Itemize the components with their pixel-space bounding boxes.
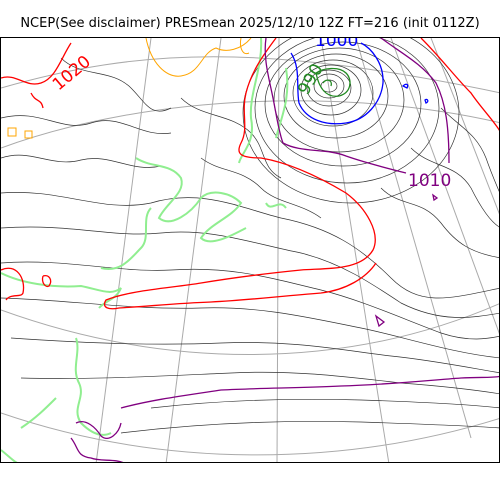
isobar-990 xyxy=(315,67,351,97)
label-1020: 1020 xyxy=(49,52,95,95)
isobar-1010 xyxy=(70,38,499,462)
low-pressure-center xyxy=(242,38,460,204)
coastline xyxy=(1,38,289,462)
label-1000: 1000 xyxy=(315,38,358,51)
pressure-map: 1020 1000 990 1010 xyxy=(0,37,500,463)
isobar-1020 xyxy=(1,38,499,310)
isobar-1000 xyxy=(290,42,429,125)
label-1010: 1010 xyxy=(408,171,451,191)
isobars xyxy=(1,57,499,434)
map-title: NCEP(See disclaimer) PRESmean 2025/12/10… xyxy=(20,16,480,31)
graticule xyxy=(1,38,499,462)
isobar-1030 xyxy=(7,38,252,139)
